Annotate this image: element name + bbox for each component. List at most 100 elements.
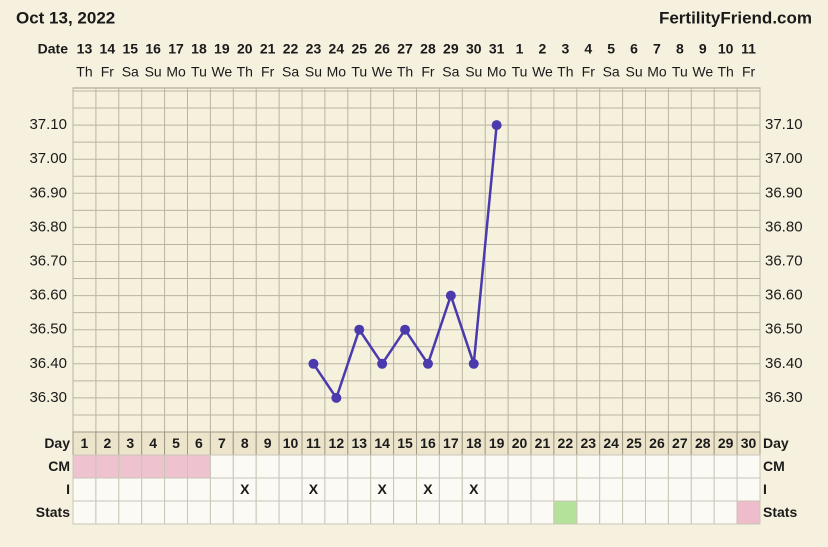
date: 15 — [122, 41, 138, 57]
y-tick-label-right: 36.50 — [765, 321, 803, 338]
row-label-right: Stats — [763, 504, 797, 520]
intercourse-mark: X — [377, 481, 387, 497]
date: 8 — [676, 41, 684, 57]
temperature-point — [491, 120, 502, 131]
day-number: 25 — [626, 435, 642, 451]
row-cell — [438, 454, 463, 479]
weekday: Fr — [261, 64, 275, 80]
row-cell — [713, 477, 738, 502]
row-cell — [301, 500, 326, 525]
row-cell — [736, 454, 761, 479]
day-number: 20 — [512, 435, 528, 451]
row-cell — [599, 477, 624, 502]
temperature-point — [445, 290, 456, 301]
row-cell — [461, 500, 486, 525]
row-cell — [416, 454, 440, 479]
row-cell — [370, 500, 395, 525]
day-number: 9 — [264, 435, 272, 451]
date: 31 — [489, 41, 505, 57]
stats-cell — [553, 500, 578, 525]
row-cell — [599, 500, 624, 525]
date: 28 — [420, 41, 436, 57]
row-cell — [118, 477, 143, 502]
temperature-point — [468, 358, 479, 369]
weekday: Sa — [122, 64, 139, 80]
row-cell — [599, 454, 624, 479]
row-cell — [530, 500, 555, 525]
row-cell — [438, 500, 463, 525]
intercourse-mark: X — [240, 481, 250, 497]
date: 18 — [191, 41, 207, 57]
date: 6 — [630, 41, 638, 57]
day-number: 2 — [103, 435, 111, 451]
date: 19 — [214, 41, 230, 57]
row-cell — [324, 454, 349, 479]
date: 29 — [443, 41, 459, 57]
row-cell — [209, 500, 234, 525]
date: 27 — [397, 41, 413, 57]
weekday: We — [211, 64, 232, 80]
day-number: 1 — [81, 435, 89, 451]
row-cell — [164, 500, 189, 525]
day-number: 6 — [195, 435, 203, 451]
day-number: 7 — [218, 435, 226, 451]
row-cell — [484, 500, 509, 525]
row-cell — [72, 477, 97, 502]
y-tick-label-right: 37.00 — [765, 150, 803, 167]
cm-cell — [118, 454, 143, 479]
row-cell — [187, 477, 211, 502]
row-cell — [347, 500, 372, 525]
temperature-point — [354, 324, 365, 335]
weekday: Fr — [421, 64, 435, 80]
day-number: 11 — [306, 435, 321, 451]
intercourse-mark: X — [469, 481, 479, 497]
weekday: Th — [557, 64, 573, 80]
row-label: CM — [48, 458, 70, 474]
weekday: Mo — [487, 64, 507, 80]
row-label-right: Day — [763, 435, 789, 451]
date: 7 — [653, 41, 661, 57]
row-cell — [576, 500, 601, 525]
row-cell — [278, 454, 303, 479]
temperature-point — [400, 324, 411, 335]
date: 16 — [145, 41, 161, 57]
day-number: 16 — [420, 435, 436, 451]
row-cell — [416, 500, 440, 525]
day-number: 21 — [535, 435, 551, 451]
row-cell — [667, 477, 692, 502]
weekday: Th — [717, 64, 733, 80]
weekday: We — [532, 64, 553, 80]
stats-cell — [736, 500, 761, 525]
date: 23 — [306, 41, 322, 57]
weekday: Mo — [647, 64, 667, 80]
row-cell — [278, 477, 303, 502]
cm-cell — [141, 454, 166, 479]
row-cell — [438, 477, 463, 502]
day-number: 15 — [397, 435, 413, 451]
row-cell — [278, 500, 303, 525]
row-cell — [622, 477, 646, 502]
weekday: Tu — [672, 64, 688, 80]
row-cell — [507, 454, 532, 479]
row-label: I — [66, 481, 70, 497]
weekday: Sa — [282, 64, 299, 80]
day-number: 23 — [580, 435, 596, 451]
weekday: Su — [625, 64, 642, 80]
y-tick-label-right: 36.30 — [765, 389, 803, 406]
date: 13 — [77, 41, 93, 57]
day-number: 12 — [329, 435, 345, 451]
y-tick-label: 36.70 — [29, 252, 67, 269]
day-number: 10 — [283, 435, 299, 451]
y-tick-label: 36.40 — [29, 355, 67, 372]
row-cell — [232, 500, 257, 525]
weekday: Fr — [101, 64, 115, 80]
day-number: 27 — [672, 435, 688, 451]
weekday: Su — [305, 64, 322, 80]
y-tick-label-right: 36.80 — [765, 218, 803, 235]
day-number: 22 — [558, 435, 574, 451]
day-number: 26 — [649, 435, 665, 451]
row-cell — [507, 477, 532, 502]
y-tick-label-right: 36.70 — [765, 252, 803, 269]
row-cell — [118, 500, 143, 525]
weekday: Su — [145, 64, 162, 80]
